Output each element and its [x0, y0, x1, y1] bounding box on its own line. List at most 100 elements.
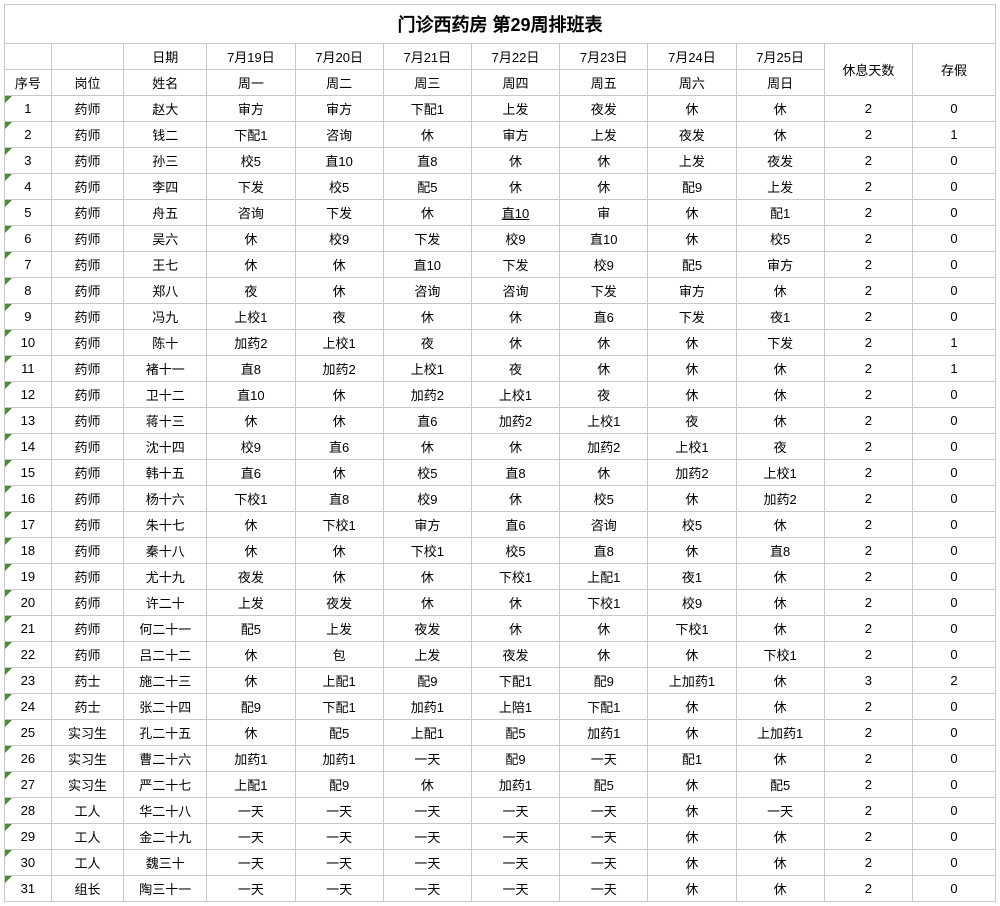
shift-cell: 审方	[207, 96, 295, 122]
seq-cell: 2	[5, 122, 52, 148]
position-cell: 药师	[51, 122, 124, 148]
rest-cell: 2	[824, 408, 912, 434]
rest-cell: 2	[824, 642, 912, 668]
table-row: 9药师冯九上校1夜休休直6下发夜120	[5, 304, 996, 330]
shift-cell: 审方	[648, 278, 736, 304]
position-cell: 药师	[51, 616, 124, 642]
table-row: 30工人魏三十一天一天一天一天一天休休20	[5, 850, 996, 876]
table-row: 21药师何二十一配5上发夜发休休下校1休20	[5, 616, 996, 642]
shift-cell: 休	[207, 642, 295, 668]
shift-cell: 一天	[383, 798, 471, 824]
shift-cell: 休	[736, 356, 824, 382]
shift-cell: 休	[648, 200, 736, 226]
shift-cell: 休	[736, 122, 824, 148]
shift-cell: 一天	[383, 876, 471, 902]
shift-cell: 休	[383, 590, 471, 616]
position-cell: 药士	[51, 694, 124, 720]
shift-cell: 校5	[648, 512, 736, 538]
shift-cell: 配5	[560, 772, 648, 798]
rest-cell: 2	[824, 278, 912, 304]
shift-cell: 一天	[560, 876, 648, 902]
seq-cell: 13	[5, 408, 52, 434]
shift-cell: 一天	[207, 876, 295, 902]
shift-cell: 配9	[295, 772, 383, 798]
date-col-3: 7月22日	[471, 44, 559, 70]
shift-cell: 下发	[648, 304, 736, 330]
rest-cell: 2	[824, 564, 912, 590]
shift-cell: 配5	[295, 720, 383, 746]
shift-cell: 夜	[560, 382, 648, 408]
leave-cell: 0	[912, 590, 995, 616]
shift-cell: 咨询	[471, 278, 559, 304]
date-col-5: 7月24日	[648, 44, 736, 70]
table-row: 20药师许二十上发夜发休休下校1校9休20	[5, 590, 996, 616]
shift-cell: 校5	[736, 226, 824, 252]
shift-cell: 休	[560, 356, 648, 382]
seq-cell: 23	[5, 668, 52, 694]
shift-cell: 夜发	[648, 122, 736, 148]
shift-cell: 上发	[736, 174, 824, 200]
leave-cell: 0	[912, 460, 995, 486]
shift-cell: 校9	[471, 226, 559, 252]
position-cell: 实习生	[51, 746, 124, 772]
shift-cell: 直10	[383, 252, 471, 278]
shift-cell: 校5	[207, 148, 295, 174]
name-cell: 吕二十二	[124, 642, 207, 668]
shift-cell: 直8	[471, 460, 559, 486]
seq-cell: 17	[5, 512, 52, 538]
seq-header: 序号	[5, 70, 52, 96]
shift-cell: 校5	[383, 460, 471, 486]
rest-cell: 2	[824, 720, 912, 746]
shift-cell: 夜1	[648, 564, 736, 590]
shift-cell: 一天	[471, 824, 559, 850]
position-cell: 药师	[51, 148, 124, 174]
position-cell: 药师	[51, 174, 124, 200]
shift-cell: 上发	[471, 96, 559, 122]
shift-cell: 休	[736, 616, 824, 642]
name-cell: 王七	[124, 252, 207, 278]
shift-cell: 直10	[207, 382, 295, 408]
shift-cell: 夜发	[295, 590, 383, 616]
seq-cell: 24	[5, 694, 52, 720]
shift-cell: 校9	[295, 226, 383, 252]
shift-cell: 上校1	[295, 330, 383, 356]
position-cell: 药师	[51, 590, 124, 616]
weekday-header-4: 周五	[560, 70, 648, 96]
shift-cell: 一天	[560, 798, 648, 824]
position-cell: 实习生	[51, 720, 124, 746]
shift-cell: 夜	[207, 278, 295, 304]
shift-cell: 下校1	[383, 538, 471, 564]
shift-cell: 休	[560, 460, 648, 486]
position-cell: 药师	[51, 200, 124, 226]
leave-cell: 0	[912, 642, 995, 668]
shift-cell: 下配1	[471, 668, 559, 694]
shift-cell: 上校1	[471, 382, 559, 408]
shift-cell: 一天	[383, 746, 471, 772]
shift-cell: 休	[471, 330, 559, 356]
shift-cell: 加药2	[207, 330, 295, 356]
date-col-0: 7月19日	[207, 44, 295, 70]
leave-cell: 0	[912, 798, 995, 824]
name-cell: 陶三十一	[124, 876, 207, 902]
shift-cell: 休	[560, 330, 648, 356]
seq-cell: 14	[5, 434, 52, 460]
leave-cell: 0	[912, 226, 995, 252]
shift-cell: 休	[560, 616, 648, 642]
shift-cell: 一天	[295, 824, 383, 850]
shift-cell: 休	[736, 876, 824, 902]
shift-cell: 休	[471, 616, 559, 642]
shift-cell: 下发	[207, 174, 295, 200]
shift-cell: 配9	[207, 694, 295, 720]
leave-cell: 0	[912, 174, 995, 200]
name-cell: 褚十一	[124, 356, 207, 382]
rest-days-header: 休息天数	[824, 44, 912, 96]
leave-cell: 0	[912, 278, 995, 304]
shift-cell: 直8	[560, 538, 648, 564]
shift-cell: 加药2	[560, 434, 648, 460]
shift-cell: 直6	[471, 512, 559, 538]
shift-cell: 配5	[207, 616, 295, 642]
shift-cell: 加药1	[295, 746, 383, 772]
date-col-4: 7月23日	[560, 44, 648, 70]
seq-cell: 12	[5, 382, 52, 408]
shift-cell: 休	[207, 252, 295, 278]
